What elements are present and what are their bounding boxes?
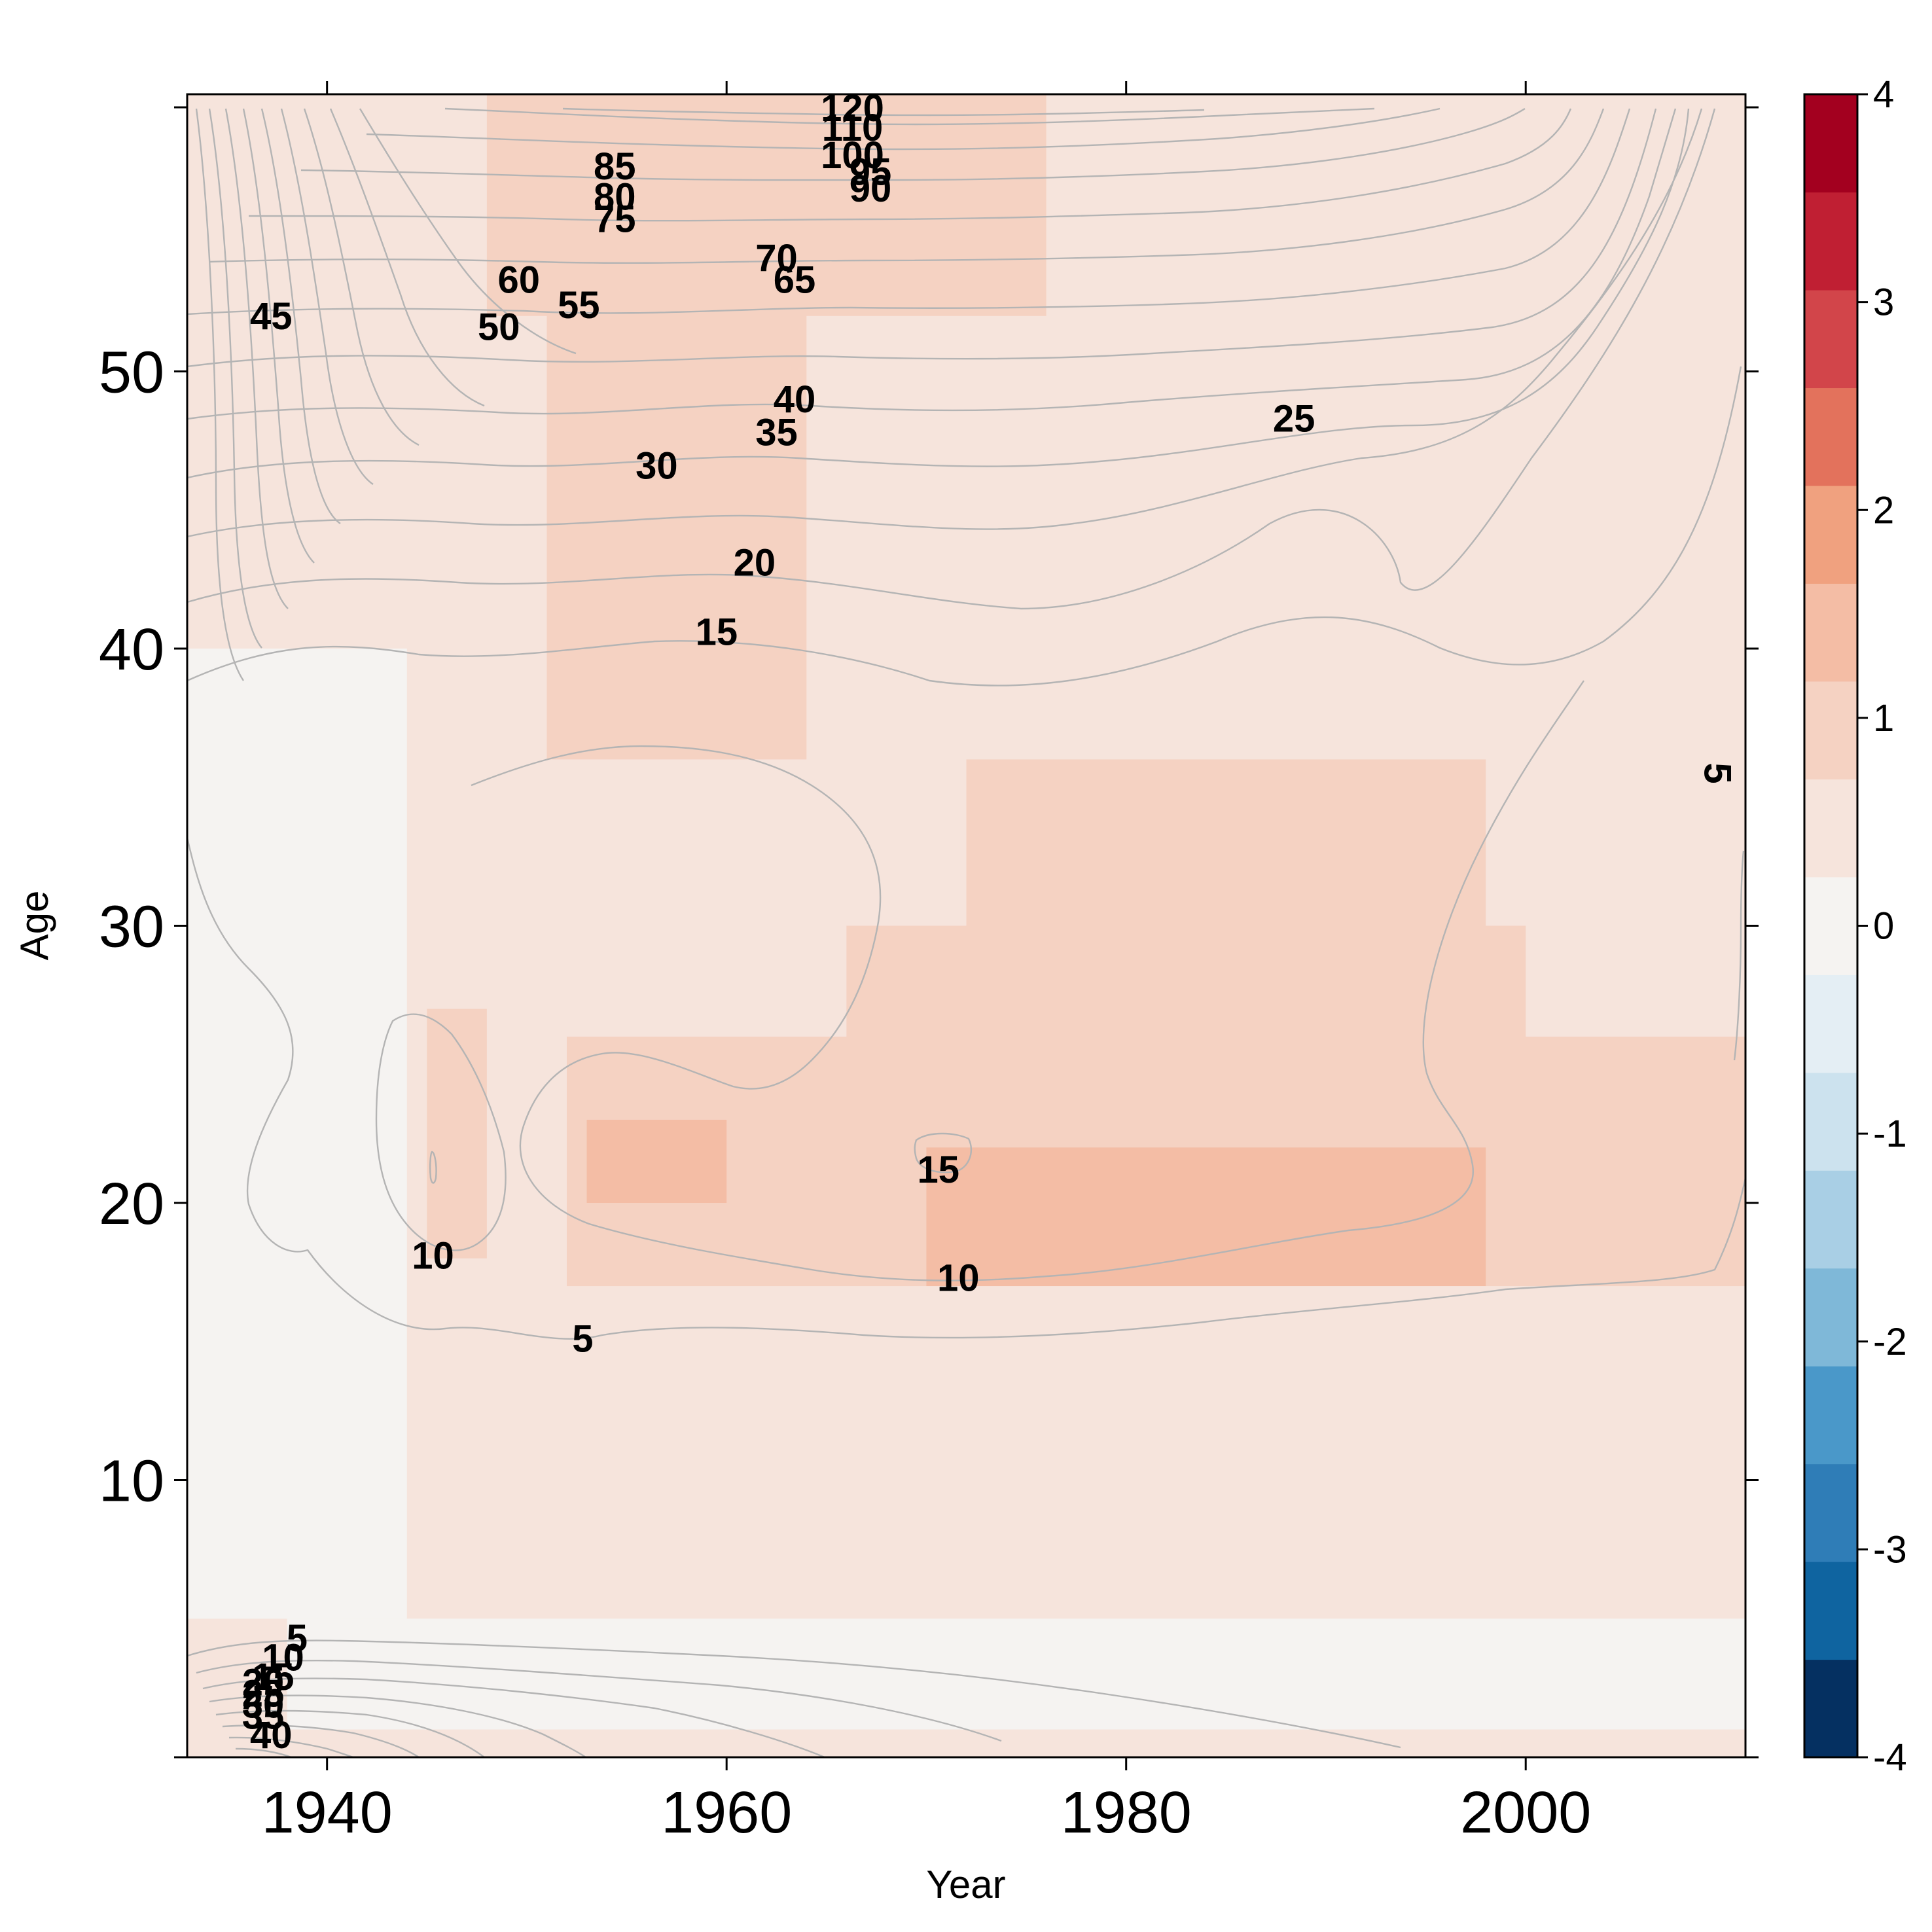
contour-label: 40 bbox=[250, 1714, 293, 1757]
contour-label: 15 bbox=[696, 611, 738, 654]
contour-label: 45 bbox=[250, 295, 293, 338]
contour-label: 5 bbox=[572, 1318, 593, 1361]
colorbar-swatch bbox=[1804, 1562, 1857, 1660]
contour-label: 50 bbox=[478, 306, 520, 349]
heatmap-region-6 bbox=[966, 759, 1486, 1037]
colorbar-tick-label: 0 bbox=[1873, 905, 1894, 948]
colorbar-swatch bbox=[1804, 681, 1857, 779]
heatmap-region-8 bbox=[926, 1147, 1486, 1287]
contour-labels: 45 50605585807570654035302520151201101009… bbox=[242, 87, 1739, 1757]
y-tick-label: 10 bbox=[99, 1449, 164, 1514]
heatmap-region-9 bbox=[586, 1119, 727, 1203]
y-axis-title: Age bbox=[12, 891, 56, 961]
colorbar-swatch bbox=[1804, 192, 1857, 291]
heatmap-region-12 bbox=[1226, 1369, 1745, 1591]
colorbar-tick-label: -3 bbox=[1873, 1528, 1907, 1571]
contour-label: 20 bbox=[242, 1662, 285, 1704]
contour-label: 20 bbox=[734, 542, 776, 584]
contour-label: 10 bbox=[412, 1234, 454, 1277]
x-tick-label: 2000 bbox=[1460, 1780, 1591, 1846]
colorbar-tick-label: 1 bbox=[1873, 697, 1894, 740]
x-axis-title: Year bbox=[926, 1863, 1005, 1906]
contour-label: 5 bbox=[1696, 762, 1738, 783]
colorbar-swatch bbox=[1804, 1463, 1857, 1562]
contour-label: 80 bbox=[594, 176, 636, 219]
colorbar-swatch bbox=[1804, 94, 1857, 193]
y-tick-label: 20 bbox=[99, 1172, 164, 1237]
y-tick-label: 40 bbox=[99, 617, 164, 683]
colorbar-swatch bbox=[1804, 1659, 1857, 1758]
contour-label: 100 bbox=[821, 134, 884, 177]
y-tick-label: 30 bbox=[99, 895, 164, 960]
colorbar-swatch bbox=[1804, 485, 1857, 584]
colorbar-swatch bbox=[1804, 583, 1857, 682]
contour-label: 30 bbox=[635, 444, 678, 487]
colorbar-tick-label: -1 bbox=[1873, 1113, 1907, 1155]
contour-label: 60 bbox=[497, 259, 540, 302]
contour-label: 25 bbox=[1273, 397, 1315, 440]
colorbar-swatch bbox=[1804, 1170, 1857, 1269]
heatmap-cells bbox=[187, 94, 1745, 1757]
contour-label: 110 bbox=[822, 107, 884, 149]
contour-label: 10 bbox=[937, 1257, 980, 1299]
contour-label: 55 bbox=[558, 284, 600, 327]
contour-label: 120 bbox=[821, 87, 884, 130]
contour-label: 10 bbox=[262, 1637, 304, 1679]
colorbar-tick-label: 2 bbox=[1873, 489, 1894, 531]
colorbar-tick-label: -2 bbox=[1873, 1321, 1907, 1363]
contour-label: 35 bbox=[755, 412, 798, 454]
colorbar-swatch bbox=[1804, 779, 1857, 878]
contour-label: 30 bbox=[242, 1684, 285, 1726]
contour-label: 85 bbox=[594, 145, 636, 188]
y-tick-label: 50 bbox=[99, 340, 164, 406]
contour-label: 15 bbox=[252, 1656, 295, 1698]
heatmap-region-10 bbox=[287, 1619, 1745, 1730]
colorbar-tick-label: 4 bbox=[1873, 73, 1894, 116]
colorbar-swatch bbox=[1804, 975, 1857, 1073]
colorbar-swatch bbox=[1804, 876, 1857, 975]
colorbar-swatch bbox=[1804, 387, 1857, 486]
colorbar-swatch bbox=[1804, 289, 1857, 389]
contour-label: 15 bbox=[918, 1149, 960, 1191]
heatmap-region-7 bbox=[427, 1009, 487, 1259]
x-tick-label: 1960 bbox=[661, 1780, 792, 1846]
contour-label: 35 bbox=[242, 1694, 285, 1737]
contour-label: 70 bbox=[755, 237, 798, 279]
contour-label: 40 bbox=[774, 378, 816, 421]
contour-label: 75 bbox=[594, 198, 636, 241]
contour-label: 90 bbox=[850, 168, 892, 210]
heatmap-region-3 bbox=[486, 94, 1046, 316]
heatmap-region-11 bbox=[187, 1729, 1745, 1757]
x-tick-label: 1980 bbox=[1061, 1780, 1192, 1846]
contour-label: 65 bbox=[774, 259, 816, 302]
colorbar-swatch bbox=[1804, 1366, 1857, 1465]
colorbar-swatch bbox=[1804, 1072, 1857, 1171]
heatmap-region-1 bbox=[187, 649, 407, 1619]
colorbar-tick-label: -4 bbox=[1873, 1736, 1907, 1779]
contour-lines bbox=[187, 107, 1745, 1757]
contour-label: 95 bbox=[850, 151, 892, 194]
x-tick-label: 1940 bbox=[262, 1780, 393, 1846]
contour-label: 5 bbox=[287, 1617, 308, 1660]
colorbar-swatch bbox=[1804, 1268, 1857, 1367]
contour-label: 25 bbox=[242, 1673, 285, 1715]
colorbar: 4 3 2 1 0 -1 -2 -3 -4 bbox=[1803, 73, 1907, 1779]
colorbar-tick-label: 3 bbox=[1873, 281, 1894, 324]
